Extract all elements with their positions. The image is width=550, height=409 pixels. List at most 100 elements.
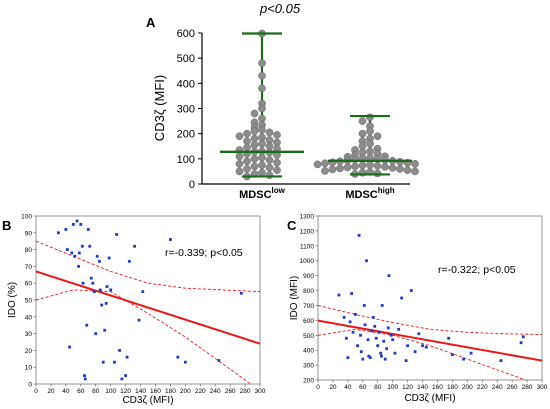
panel-b-y-tick-label: 90 xyxy=(25,230,33,237)
panel-a-category-labels: MDSClow MDSChigh xyxy=(239,186,395,201)
panel-c-ci-lower-band xyxy=(318,328,527,380)
panel-b: B IDO (%) CD3ζ (MFI) r=-0.339; p<0.05 0 2… xyxy=(2,214,266,407)
panel-a-groups xyxy=(220,29,419,181)
panel-b-y-tick-label: 100 xyxy=(21,214,32,221)
panel-a-data-point xyxy=(411,167,419,176)
panel-a-data-point xyxy=(235,167,244,176)
panel-c-data-point xyxy=(374,336,378,340)
panel-b-x-tick-label: 240 xyxy=(210,388,221,395)
panel-c-x-tick-label: 280 xyxy=(522,384,533,391)
panel-a-data-point xyxy=(235,132,244,141)
panel-b-data-point xyxy=(100,303,104,307)
panel-c-data-point xyxy=(462,357,465,361)
panel-c-x-axis-title: CD3ζ (MFI) xyxy=(404,393,455,404)
panel-a-data-point xyxy=(273,158,281,167)
panel-c-y-axis-title: IDO (MFI) xyxy=(289,276,300,320)
panel-c-data-point xyxy=(361,357,365,361)
panel-a-data-point xyxy=(313,160,322,169)
panel-c-x-tick-label: 40 xyxy=(344,384,352,391)
panel-a-data-point xyxy=(250,162,259,171)
panel-b-data-point xyxy=(71,223,75,226)
panel-b-data-point xyxy=(73,254,77,258)
panel-b-data-point xyxy=(57,231,60,235)
panel-c-x-tick-label: 140 xyxy=(417,384,428,391)
panel-a-data-point xyxy=(373,162,382,170)
panel-b-data-point xyxy=(81,281,85,285)
panel-b-x-tick-label: 60 xyxy=(77,388,85,395)
panel-b-x-tick-label: 220 xyxy=(195,388,206,395)
panel-c-data-point xyxy=(387,274,391,278)
panel-a-data-point xyxy=(258,59,266,68)
panel-a-data-point xyxy=(243,129,251,138)
panel-b-x-tick-label: 260 xyxy=(225,388,236,395)
panel-a-title: p<0.05 xyxy=(259,1,301,16)
panel-a-y-tick-label: 200 xyxy=(177,129,195,141)
panel-b-data-point xyxy=(98,259,101,263)
panel-a-data-point xyxy=(265,171,274,180)
panel-a-data-point xyxy=(366,127,374,135)
panel-a-y-tick-label: 300 xyxy=(177,104,195,116)
panel-a-data-point xyxy=(321,159,329,168)
panel-b-x-tick-label: 80 xyxy=(92,388,100,395)
panel-c-y-tick-label: 500 xyxy=(303,333,314,340)
panel-c-y-tick-label: 1100 xyxy=(300,243,314,250)
panel-b-letter: B xyxy=(2,218,11,233)
panel-b-y-tick-label: 10 xyxy=(25,365,33,372)
panel-a-data-point xyxy=(258,153,266,162)
panel-b-data-point xyxy=(183,360,187,364)
panel-a: A p<0.05 CD3ζ (MFI) 0100200300400500600 … xyxy=(146,1,419,201)
panel-c-data-point xyxy=(391,338,395,342)
panel-c-y-tick-label: 900 xyxy=(303,273,314,280)
panel-b-data-point xyxy=(80,244,84,248)
panel-a-y-tick-label: 400 xyxy=(177,78,195,90)
panel-b-y-tick-label: 50 xyxy=(25,298,33,305)
panel-b-x-axis-title: CD3ζ (MFI) xyxy=(122,395,173,406)
panel-b-data-point xyxy=(95,254,99,258)
panel-a-y-axis-title: CD3ζ (MFI) xyxy=(152,75,167,141)
panel-c-x-tick-label: 240 xyxy=(492,384,503,391)
panel-c-y-tick-label: 400 xyxy=(303,348,314,355)
panel-c-data-point xyxy=(377,330,381,334)
panel-b-data-point xyxy=(70,251,74,255)
panel-b-clipped-layer xyxy=(36,219,260,384)
panel-c-data-point xyxy=(499,359,503,363)
panel-a-category-label: MDSChigh xyxy=(345,186,394,201)
panel-c-data-point xyxy=(380,304,384,307)
panel-a-y-ticks: 0 100 200 300 400 500 600 xyxy=(177,28,202,191)
panel-b-data-point xyxy=(83,377,87,381)
panel-c-x-tick-label: 0 xyxy=(316,384,320,391)
panel-b-data-point xyxy=(85,323,89,327)
panel-b-data-point xyxy=(103,328,107,332)
panel-b-x-tick-label: 100 xyxy=(105,388,116,395)
panel-b-data-point xyxy=(98,288,102,292)
panel-a-y-tick-label: 100 xyxy=(177,154,195,166)
panel-a-data-point xyxy=(258,139,266,148)
panel-c-data-point xyxy=(424,345,428,349)
panel-a-data-point xyxy=(243,157,251,166)
panel-b-x-tick-label: 120 xyxy=(120,388,131,395)
panel-b-data-point xyxy=(77,251,81,255)
panel-b-regression-line xyxy=(36,270,260,345)
panel-b-data-point xyxy=(89,276,93,280)
panel-c-data-point xyxy=(376,344,380,348)
panel-c-y-tick-label: 700 xyxy=(303,303,314,310)
panel-a-data-point xyxy=(258,168,266,177)
panel-c-data-point xyxy=(400,296,404,300)
panel-a-y-tick-label: 0 xyxy=(189,179,195,191)
panel-c-y-tick-label: 200 xyxy=(303,378,314,385)
panel-a-data-point xyxy=(381,163,389,171)
panel-b-x-tick-label: 160 xyxy=(150,388,161,395)
panel-b-y-tick-label: 60 xyxy=(25,281,33,288)
panel-c-data-point xyxy=(404,359,408,363)
panel-b-y-tick-label: 20 xyxy=(25,348,33,355)
panel-a-data-point xyxy=(366,139,374,148)
panel-a-y-tick-label: 600 xyxy=(177,28,195,40)
panel-b-x-tick-label: 280 xyxy=(240,388,251,395)
panel-b-data-point xyxy=(133,244,136,248)
panel-a-data-point xyxy=(403,166,412,175)
panel-c-x-tick-label: 160 xyxy=(432,384,443,391)
panel-c-annotation: r=-0.322; p<0.05 xyxy=(438,264,516,276)
panel-c-data-point xyxy=(386,326,390,330)
panel-a-data-point xyxy=(243,165,251,173)
panel-a-data-point xyxy=(358,117,367,125)
